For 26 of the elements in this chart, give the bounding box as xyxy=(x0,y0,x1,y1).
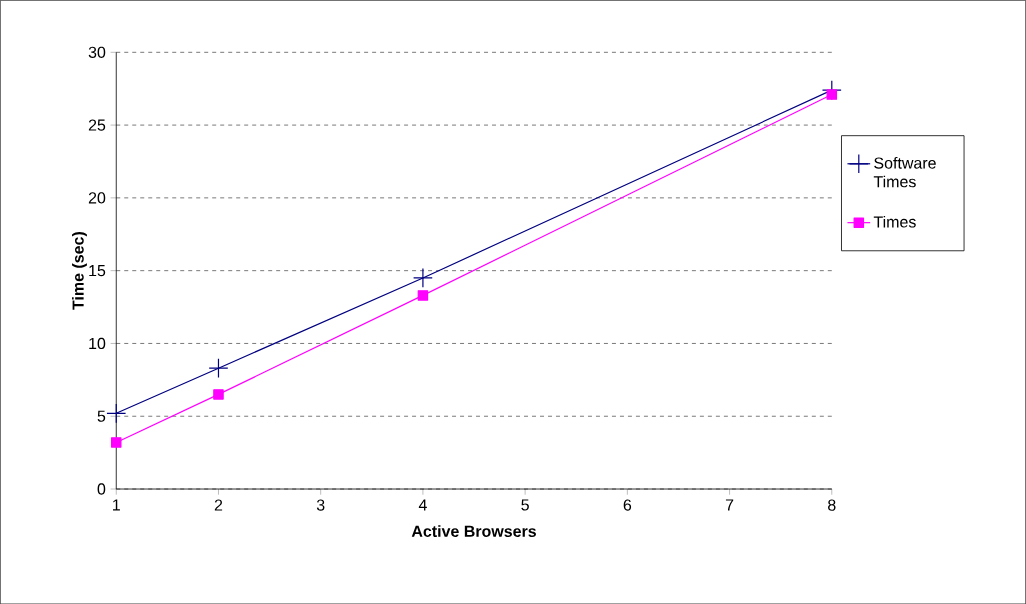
y-tick-label: 30 xyxy=(88,46,106,58)
y-tick-label: 5 xyxy=(97,410,106,422)
x-tick-label: 7 xyxy=(725,499,734,511)
y-tick-label: 15 xyxy=(89,264,106,277)
x-tick-label: 4 xyxy=(418,499,427,511)
x-tick-label: 3 xyxy=(316,499,325,511)
x-tick-label: 8 xyxy=(828,499,836,511)
point xyxy=(111,437,122,448)
x-tick-label: 1 xyxy=(113,499,120,511)
x-tick-label: 5 xyxy=(521,499,529,511)
y-tick-label: 20 xyxy=(88,192,106,204)
legend-label: Software Times xyxy=(873,156,936,188)
y-tick-label: 0 xyxy=(97,483,106,495)
y-tick-label: 25 xyxy=(88,119,106,131)
point xyxy=(412,267,433,288)
x-tick-label: 2 xyxy=(214,499,223,511)
x-tick-label: 6 xyxy=(623,499,632,511)
x-axis-title: Active Browsers xyxy=(411,525,536,537)
point xyxy=(417,290,429,301)
y-axis-title: Time (sec) xyxy=(72,231,87,310)
point xyxy=(208,358,229,378)
legend-label: Times xyxy=(873,215,916,228)
point xyxy=(826,89,838,100)
y-tick-label: 10 xyxy=(89,337,106,349)
point xyxy=(213,389,224,400)
point xyxy=(106,403,127,424)
